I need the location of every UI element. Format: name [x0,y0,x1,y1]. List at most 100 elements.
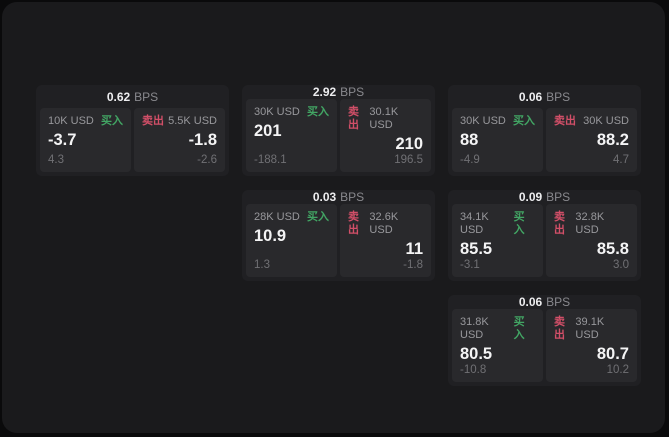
buy-price: 80.5 [460,345,493,363]
quote-panels: 30K USD 买入 201 -188.1 卖出 30.1K USD 210 1… [246,99,431,172]
bps-value: 0.09 [518,190,543,204]
sell-amount: 32.6K USD [369,211,399,236]
quote-card: 0.03 BPS 28K USD 买入 10.9 1.3 卖出 32.6K US… [242,190,435,281]
quote-card: 0.62 BPS 10K USD 买入 -3.7 4.3 卖出 5.5K USD [36,85,229,176]
sell-price: 11 [405,240,423,258]
quotes-grid: 0.62 BPS 10K USD 买入 -3.7 4.3 卖出 5.5K USD [36,85,641,386]
buy-sub-value: -3.1 [460,259,480,271]
bps-unit: BPS [546,295,571,309]
sell-price: 85.8 [596,240,629,258]
bps-header: 0.06 BPS [452,295,637,309]
buy-panel-top: 34.1K USD 买入 [460,211,535,237]
buy-quote-panel[interactable]: 28K USD 买入 10.9 1.3 [246,204,337,277]
buy-price: -3.7 [48,131,77,149]
buy-panel-top: 10K USD 买入 [48,115,123,128]
quote-card: 2.92 BPS 30K USD 买入 201 -188.1 卖出 30.1K … [242,85,435,176]
buy-label: 买入 [101,115,123,127]
sell-label: 卖出 [554,115,576,127]
bps-header: 0.09 BPS [452,190,637,204]
sell-label: 卖出 [348,211,359,236]
buy-sub-value: 1.3 [254,259,270,271]
buy-label: 买入 [307,106,329,118]
sell-amount: 5.5K USD [168,115,217,127]
buy-panel-top: 30K USD 买入 [254,106,329,119]
sell-panel-top: 卖出 32.8K USD [554,211,629,237]
sell-panel-top: 卖出 5.5K USD [142,115,217,128]
sell-amount: 30.1K USD [369,106,399,131]
buy-panel-top: 30K USD 买入 [460,115,535,128]
sell-quote-panel[interactable]: 卖出 32.6K USD 11 -1.8 [340,204,431,277]
sell-quote-panel[interactable]: 卖出 30K USD 88.2 4.7 [546,108,637,172]
quote-panels: 10K USD 买入 -3.7 4.3 卖出 5.5K USD -1.8 -2.… [40,108,225,172]
sell-sub-value: 196.5 [394,154,423,166]
sell-amount: 30K USD [583,115,629,127]
quote-panels: 34.1K USD 买入 85.5 -3.1 卖出 32.8K USD 85.8… [452,204,637,277]
buy-price: 10.9 [254,227,287,245]
buy-amount: 30K USD [254,106,300,118]
buy-quote-panel[interactable]: 31.8K USD 买入 80.5 -10.8 [452,309,543,382]
bps-value: 0.06 [518,89,543,104]
bps-unit: BPS [134,89,159,104]
sell-quote-panel[interactable]: 卖出 39.1K USD 80.7 10.2 [546,309,637,382]
sell-quote-panel[interactable]: 卖出 5.5K USD -1.8 -2.6 [134,108,225,172]
sell-label: 卖出 [554,211,565,236]
buy-price: 88 [460,131,479,149]
sell-quote-panel[interactable]: 卖出 30.1K USD 210 196.5 [340,99,431,172]
sell-price: 80.7 [596,345,629,363]
buy-panel-top: 31.8K USD 买入 [460,316,535,342]
buy-label: 买入 [513,115,535,127]
buy-panel-top: 28K USD 买入 [254,211,329,224]
sell-label: 卖出 [348,106,359,131]
sell-label: 卖出 [554,316,565,341]
buy-amount: 10K USD [48,115,94,127]
buy-label: 买入 [307,211,329,223]
buy-price: 85.5 [460,240,493,258]
bps-header: 0.06 BPS [452,85,637,108]
sell-sub-value: 4.7 [613,154,629,166]
buy-quote-panel[interactable]: 30K USD 买入 88 -4.9 [452,108,543,172]
quote-card: 0.06 BPS 31.8K USD 买入 80.5 -10.8 卖出 39.1… [448,295,641,386]
buy-label: 买入 [513,211,525,236]
buy-amount: 31.8K USD [460,316,489,341]
quote-panels: 28K USD 买入 10.9 1.3 卖出 32.6K USD 11 -1.8 [246,204,431,277]
bps-value: 0.06 [518,295,543,309]
bps-header: 0.03 BPS [246,190,431,204]
sell-sub-value: 10.2 [606,364,629,376]
quote-card: 0.09 BPS 34.1K USD 买入 85.5 -3.1 卖出 32.8K… [448,190,641,281]
buy-quote-panel[interactable]: 34.1K USD 买入 85.5 -3.1 [452,204,543,277]
bps-unit: BPS [340,85,365,99]
bps-unit: BPS [546,89,571,104]
buy-sub-value: -10.8 [460,364,487,376]
sell-amount: 32.8K USD [575,211,605,236]
buy-price: 201 [254,122,282,140]
buy-amount: 34.1K USD [460,211,489,236]
sell-panel-top: 卖出 39.1K USD [554,316,629,342]
buy-amount: 30K USD [460,115,506,127]
bps-value: 0.62 [106,89,131,104]
bps-header: 2.92 BPS [246,85,431,99]
sell-label: 卖出 [142,115,164,127]
buy-sub-value: -4.9 [460,154,480,166]
quote-panels: 30K USD 买入 88 -4.9 卖出 30K USD 88.2 4.7 [452,108,637,172]
sell-sub-value: 3.0 [613,259,629,271]
bps-value: 2.92 [312,85,337,99]
sell-panel-top: 卖出 30K USD [554,115,629,128]
bps-value: 0.03 [312,190,337,204]
sell-panel-top: 卖出 32.6K USD [348,211,423,237]
sell-quote-panel[interactable]: 卖出 32.8K USD 85.8 3.0 [546,204,637,277]
bps-unit: BPS [546,190,571,204]
bps-unit: BPS [340,190,365,204]
sell-panel-top: 卖出 30.1K USD [348,106,423,132]
sell-price: 210 [395,135,423,153]
buy-amount: 28K USD [254,211,300,223]
buy-sub-value: -188.1 [254,154,287,166]
app-window: 0.62 BPS 10K USD 买入 -3.7 4.3 卖出 5.5K USD [2,2,665,433]
buy-quote-panel[interactable]: 10K USD 买入 -3.7 4.3 [40,108,131,172]
sell-sub-value: -2.6 [197,154,217,166]
quote-card: 0.06 BPS 30K USD 买入 88 -4.9 卖出 30K USD [448,85,641,176]
bps-header: 0.62 BPS [40,85,225,108]
sell-amount: 39.1K USD [575,316,605,341]
buy-label: 买入 [513,316,525,341]
buy-quote-panel[interactable]: 30K USD 买入 201 -188.1 [246,99,337,172]
sell-price: 88.2 [596,131,629,149]
